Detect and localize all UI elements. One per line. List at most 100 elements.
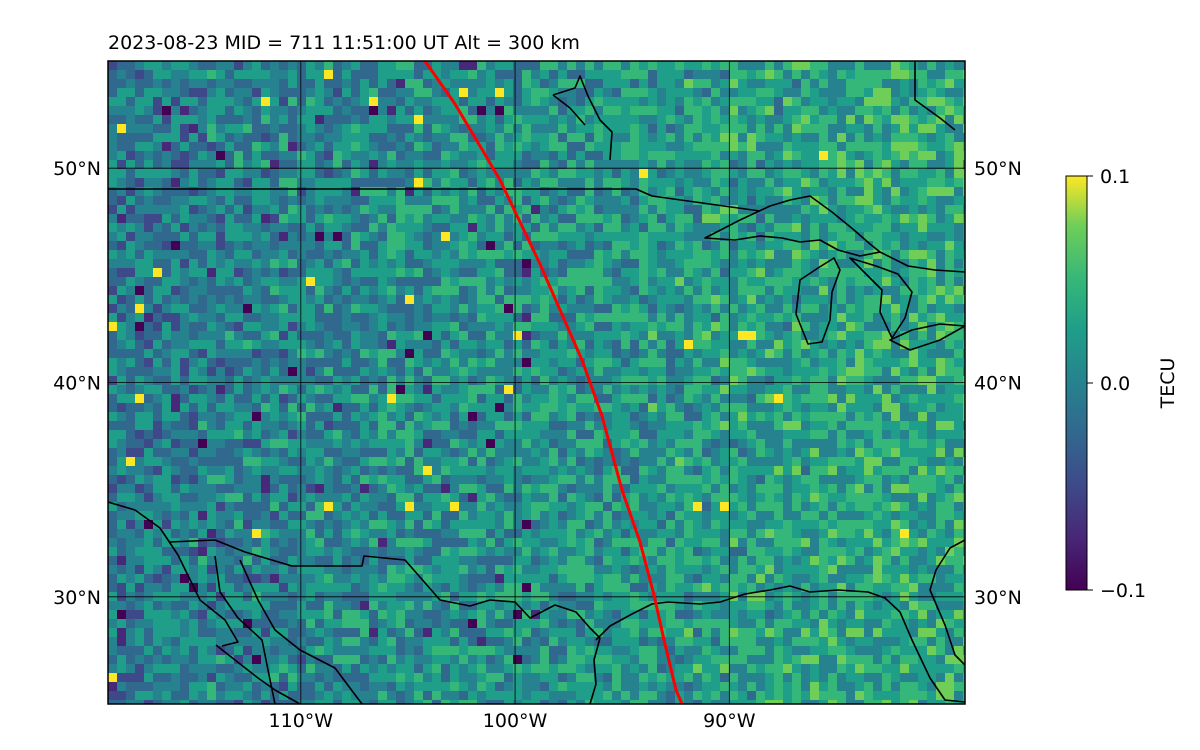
tec-cell: [792, 70, 801, 79]
tec-cell: [792, 115, 801, 124]
tec-cell: [180, 394, 189, 403]
tec-cell: [684, 502, 693, 511]
tec-cell: [252, 493, 261, 502]
tec-cell: [513, 475, 522, 484]
tec-cell: [774, 70, 783, 79]
tec-cell: [909, 295, 918, 304]
tec-cell: [396, 511, 405, 520]
tec-cell: [378, 493, 387, 502]
tec-cell: [369, 223, 378, 232]
tec-cell: [216, 223, 225, 232]
tec-cell: [747, 448, 756, 457]
tec-cell: [927, 133, 936, 142]
tec-cell: [621, 286, 630, 295]
tec-cell: [900, 475, 909, 484]
tec-cell: [801, 205, 810, 214]
tec-cell: [396, 241, 405, 250]
tec-cell: [693, 376, 702, 385]
tec-cell: [117, 160, 126, 169]
tec-cell: [900, 115, 909, 124]
tec-cell: [261, 259, 270, 268]
tec-cell: [855, 241, 864, 250]
tec-cell: [198, 196, 207, 205]
tec-cell: [720, 475, 729, 484]
tec-cell: [702, 79, 711, 88]
tec-cell: [576, 313, 585, 322]
tec-cell: [711, 331, 720, 340]
tec-cell: [360, 322, 369, 331]
tec-cell: [756, 511, 765, 520]
tec-cell: [369, 502, 378, 511]
tec-cell: [576, 475, 585, 484]
tec-cell: [171, 97, 180, 106]
tec-cell: [297, 376, 306, 385]
tec-cell: [261, 223, 270, 232]
tec-cell: [495, 178, 504, 187]
tec-cell: [666, 331, 675, 340]
tec-cell: [225, 61, 234, 70]
tec-cell: [459, 448, 468, 457]
tec-cell: [396, 484, 405, 493]
tec-cell: [369, 466, 378, 475]
tec-cell: [315, 277, 324, 286]
tec-cell: [180, 511, 189, 520]
tec-cell: [945, 340, 954, 349]
tec-cell: [207, 61, 216, 70]
tec-cell: [774, 322, 783, 331]
tec-cell: [342, 142, 351, 151]
tec-cell: [783, 151, 792, 160]
tec-cell: [873, 457, 882, 466]
tec-cell: [900, 457, 909, 466]
tec-cell: [414, 88, 423, 97]
tec-cell: [621, 196, 630, 205]
tec-cell: [252, 214, 261, 223]
tec-cell: [144, 106, 153, 115]
tec-cell: [837, 214, 846, 223]
tec-cell: [468, 277, 477, 286]
tec-cell: [954, 286, 963, 295]
tec-cell: [666, 493, 675, 502]
tec-cell: [882, 385, 891, 394]
tec-cell: [351, 169, 360, 178]
tec-cell: [324, 178, 333, 187]
tec-cell: [801, 466, 810, 475]
tec-cell: [612, 196, 621, 205]
tec-cell: [882, 313, 891, 322]
tec-cell: [225, 403, 234, 412]
tec-cell: [189, 493, 198, 502]
tec-cell: [585, 97, 594, 106]
tec-cell: [108, 475, 117, 484]
tec-cell: [468, 286, 477, 295]
tec-cell: [594, 196, 603, 205]
tec-cell: [828, 106, 837, 115]
tec-cell: [837, 79, 846, 88]
tec-cell: [927, 511, 936, 520]
tec-cell: [666, 232, 675, 241]
tec-cell: [594, 268, 603, 277]
tec-cell: [774, 367, 783, 376]
tec-cell: [945, 457, 954, 466]
tec-cell: [243, 61, 252, 70]
tec-cell: [801, 313, 810, 322]
tec-cell: [657, 97, 666, 106]
tec-cell: [153, 466, 162, 475]
tec-cell: [504, 313, 513, 322]
tec-cell: [297, 430, 306, 439]
tec-cell: [783, 412, 792, 421]
tec-cell: [261, 124, 270, 133]
tec-cell: [891, 403, 900, 412]
tec-cell: [918, 223, 927, 232]
tec-cell: [666, 106, 675, 115]
tec-cell: [234, 421, 243, 430]
tec-cell: [729, 286, 738, 295]
tec-cell: [423, 502, 432, 511]
tec-cell: [450, 61, 459, 70]
tec-cell: [531, 70, 540, 79]
tec-cell: [135, 466, 144, 475]
tec-cell: [396, 142, 405, 151]
tec-cell: [729, 79, 738, 88]
tec-cell: [603, 151, 612, 160]
tec-cell: [558, 241, 567, 250]
tec-cell: [765, 160, 774, 169]
tec-cell: [135, 277, 144, 286]
